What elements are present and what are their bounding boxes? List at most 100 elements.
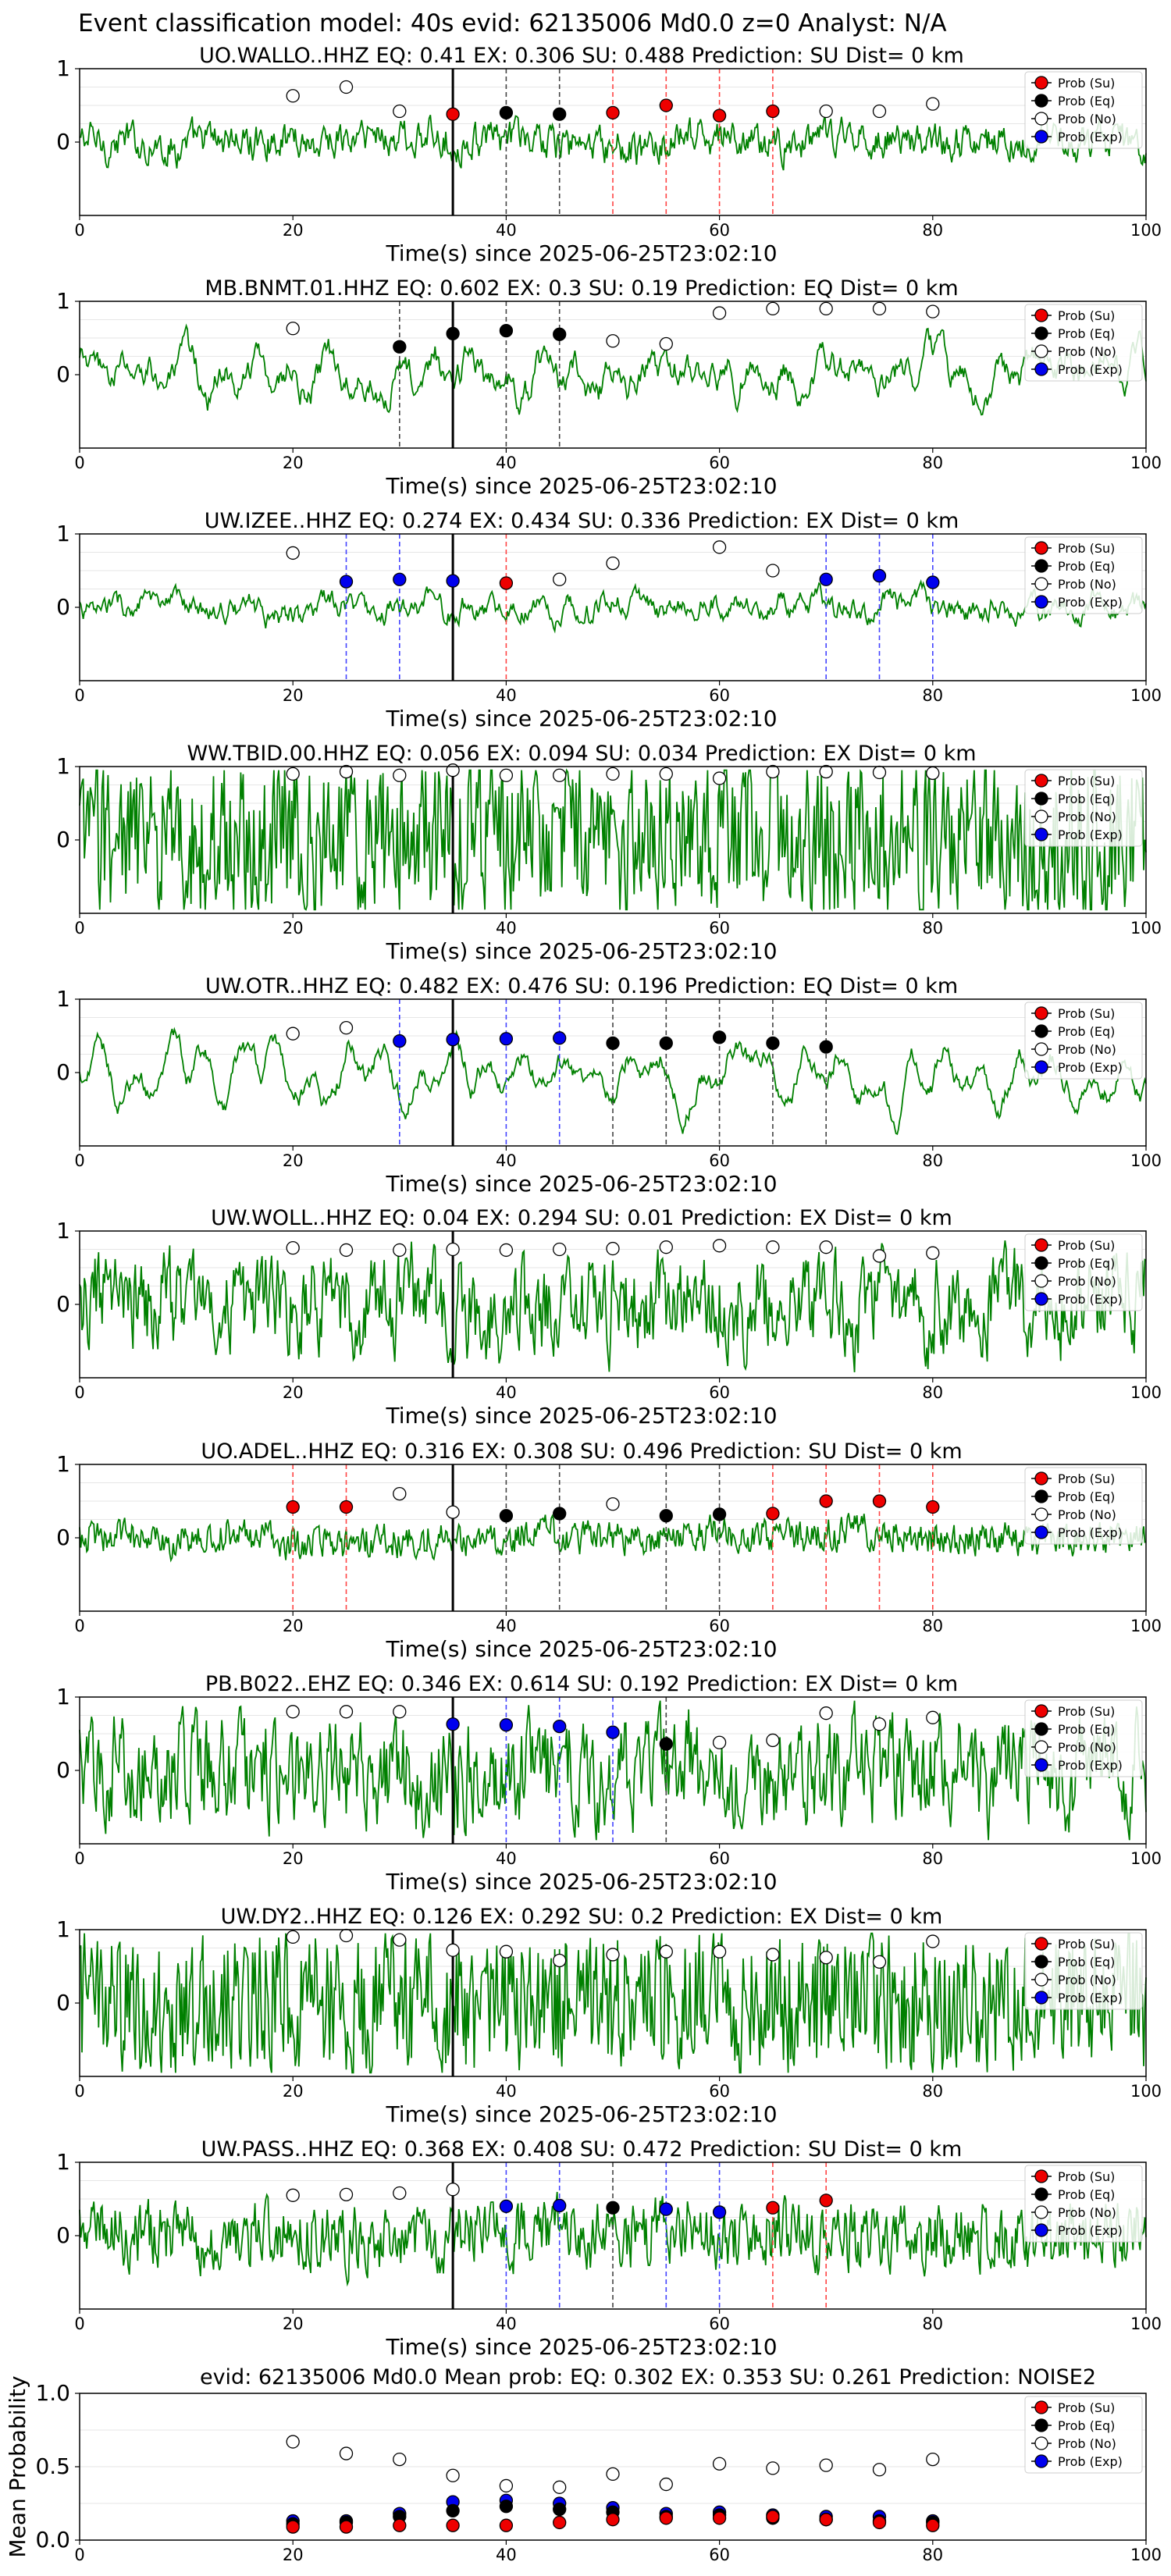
- y-tick-label: 0: [56, 594, 70, 620]
- noise-prob-marker: [606, 1241, 620, 1256]
- x-tick-label: 80: [922, 2082, 943, 2101]
- x-tick-label: 40: [496, 1151, 517, 1170]
- panel-title: UW.WOLL..HHZ EQ: 0.04 EX: 0.294 SU: 0.01…: [211, 1206, 952, 1230]
- panel-title: WW.TBID.00.HHZ EQ: 0.056 EX: 0.094 SU: 0…: [187, 742, 976, 766]
- mean-noise-marker: [553, 2480, 567, 2494]
- legend: Prob (Su) Prob (Eq) Prob (No) Prob (Exp): [1024, 1467, 1143, 1545]
- legend-label-eq: Prob (Eq): [1058, 326, 1115, 341]
- x-tick-label: 20: [283, 1151, 304, 1170]
- x-tick-label: 0: [74, 686, 84, 705]
- legend-label-noise: Prob (No): [1058, 1973, 1116, 1987]
- x-tick-label: 20: [283, 1849, 304, 1868]
- x-tick-label: 100: [1130, 2314, 1162, 2333]
- legend-label-su: Prob (Su): [1058, 774, 1115, 788]
- x-tick-label: 20: [283, 2082, 304, 2101]
- panel-title: UW.PASS..HHZ EQ: 0.368 EX: 0.408 SU: 0.4…: [201, 2137, 963, 2161]
- legend-marker-noise: [1034, 1507, 1048, 1521]
- y-tick-label: 1: [56, 753, 70, 779]
- legend-marker-su: [1034, 76, 1048, 90]
- x-axis-label: Time(s) since 2025-06-25T23:02:10: [385, 473, 777, 499]
- mean-eq-marker: [499, 2500, 514, 2514]
- x-tick-label: 0: [74, 919, 84, 938]
- noise-prob-marker: [499, 1243, 514, 1258]
- su-prob-marker: [766, 104, 780, 119]
- x-tick-label: 80: [922, 2314, 943, 2333]
- x-tick-label: 100: [1130, 2082, 1162, 2101]
- exp-prob-marker: [712, 2205, 727, 2219]
- legend-label-eq: Prob (Eq): [1058, 1256, 1115, 1271]
- noise-prob-marker: [393, 1933, 407, 1947]
- legend-marker-noise: [1034, 1274, 1048, 1288]
- waveform-trace: [79, 578, 1147, 634]
- x-tick-label: 20: [283, 919, 304, 938]
- legend-marker-eq: [1034, 1024, 1048, 1038]
- legend-label-su: Prob (Su): [1058, 2400, 1115, 2415]
- mean-noise-marker: [446, 2468, 460, 2482]
- su-prob-marker: [766, 2201, 780, 2215]
- x-tick-label: 80: [922, 1617, 943, 1635]
- x-tick-label: 60: [709, 919, 730, 938]
- panel-title: MB.BNMT.01.HHZ EQ: 0.602 EX: 0.3 SU: 0.1…: [205, 276, 958, 301]
- exp-prob-marker: [446, 1033, 460, 1047]
- legend: Prob (Su) Prob (Eq) Prob (No) Prob (Exp): [1024, 1233, 1143, 1311]
- mean-eq-marker: [446, 2503, 460, 2518]
- su-prob-marker: [286, 1500, 300, 1514]
- noise-prob-marker: [606, 1948, 620, 1962]
- noise-prob-marker: [393, 1486, 407, 1501]
- legend-marker-su: [1034, 1937, 1048, 1951]
- legend-label-noise: Prob (No): [1058, 809, 1116, 824]
- noise-prob-marker: [606, 1497, 620, 1511]
- legend-label-noise: Prob (No): [1058, 1740, 1116, 1755]
- legend-marker-exp: [1034, 1758, 1048, 1772]
- noise-prob-marker: [766, 1733, 780, 1748]
- noise-prob-marker: [446, 1242, 460, 1257]
- y-tick-label: 0: [56, 1291, 70, 1317]
- mean-noise-marker: [339, 2446, 354, 2460]
- waveform-trace: [79, 768, 1147, 913]
- eq-prob-marker: [553, 107, 567, 121]
- eq-prob-marker: [659, 1737, 673, 1751]
- noise-prob-marker: [712, 1944, 727, 1959]
- legend-label-exp: Prob (Exp): [1058, 827, 1123, 842]
- x-tick-label: 40: [496, 1617, 517, 1635]
- legend-label-exp: Prob (Exp): [1058, 1060, 1123, 1075]
- exp-prob-marker: [553, 2198, 567, 2213]
- legend-marker-eq: [1034, 1489, 1048, 1503]
- noise-prob-marker: [446, 2183, 460, 2197]
- legend-marker-noise: [1034, 112, 1048, 126]
- exp-prob-marker: [393, 572, 407, 586]
- mean-noise-marker: [819, 2458, 833, 2472]
- legend-marker-eq: [1034, 94, 1048, 108]
- noise-prob-marker: [286, 1026, 300, 1041]
- legend-label-eq: Prob (Eq): [1058, 1955, 1115, 1969]
- legend-label-eq: Prob (Eq): [1058, 1722, 1115, 1737]
- legend-marker-exp: [1034, 1060, 1048, 1074]
- x-tick-label: 0: [74, 1617, 84, 1635]
- noise-prob-marker: [712, 1239, 727, 1253]
- y-tick-label: 1: [56, 521, 70, 546]
- legend-marker-su: [1034, 1471, 1048, 1485]
- x-tick-label: 100: [1130, 1151, 1162, 1170]
- mean-noise-marker: [499, 2478, 514, 2493]
- legend-marker-eq: [1034, 792, 1048, 806]
- legend-label-su: Prob (Su): [1058, 308, 1115, 323]
- x-tick-label: 80: [922, 1151, 943, 1170]
- legend: Prob (Su) Prob (Eq) Prob (No) Prob (Exp): [1024, 304, 1143, 382]
- y-tick-label: 1: [56, 1684, 70, 1710]
- x-tick-label: 60: [709, 1383, 730, 1402]
- legend-label-exp: Prob (Exp): [1058, 1991, 1123, 2005]
- noise-prob-marker: [872, 765, 887, 780]
- x-tick-label: 80: [922, 2546, 943, 2564]
- legend-marker-exp: [1034, 2223, 1048, 2237]
- legend-marker-noise: [1034, 2436, 1048, 2450]
- noise-prob-marker: [712, 1735, 727, 1749]
- eq-prob-marker: [553, 327, 567, 341]
- mean-su-marker: [872, 2515, 887, 2530]
- legend: Prob (Su) Prob (Eq) Prob (No) Prob (Exp): [1024, 769, 1143, 847]
- noise-prob-marker: [659, 767, 673, 781]
- legend-label-eq: Prob (Eq): [1058, 1489, 1115, 1504]
- y-tick-label: 1: [56, 1916, 70, 1942]
- x-tick-label: 60: [709, 1617, 730, 1635]
- x-tick-label: 100: [1130, 2546, 1162, 2564]
